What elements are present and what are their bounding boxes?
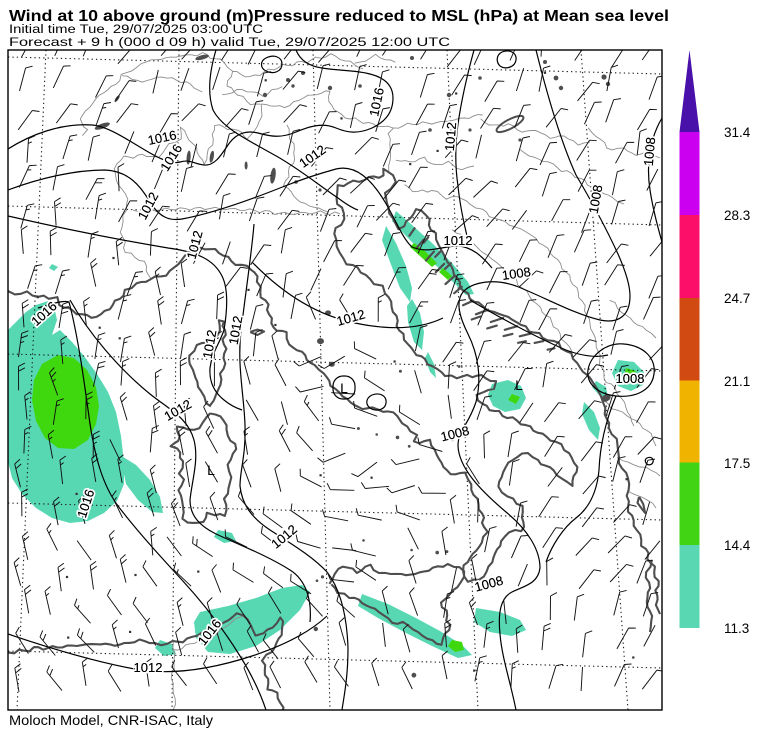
svg-text:11.3: 11.3: [724, 621, 749, 636]
svg-text:1012: 1012: [134, 660, 163, 675]
svg-text:1008: 1008: [641, 137, 658, 167]
svg-text:31.4: 31.4: [724, 125, 751, 140]
svg-text:1012: 1012: [444, 233, 473, 248]
svg-text:1008: 1008: [616, 371, 645, 386]
svg-text:1012: 1012: [442, 122, 459, 152]
svg-text:28.3: 28.3: [724, 208, 750, 223]
svg-text:L: L: [515, 377, 523, 393]
svg-text:1008: 1008: [641, 137, 658, 167]
svg-text:1012: 1012: [200, 329, 220, 360]
svg-text:1008: 1008: [439, 423, 471, 445]
svg-text:1008: 1008: [586, 184, 606, 215]
svg-text:1008: 1008: [473, 573, 505, 595]
svg-text:1008: 1008: [616, 371, 645, 386]
svg-text:L: L: [340, 380, 348, 396]
svg-text:1012: 1012: [200, 329, 220, 360]
svg-text:1012: 1012: [226, 315, 246, 346]
svg-text:Moloch Model, CNR-ISAC, Italy: Moloch Model, CNR-ISAC, Italy: [9, 712, 213, 728]
svg-text:1008: 1008: [501, 264, 532, 283]
svg-text:1012: 1012: [442, 122, 459, 152]
svg-text:1012: 1012: [184, 229, 206, 261]
svg-text:24.7: 24.7: [724, 291, 750, 306]
svg-text:1008: 1008: [586, 184, 606, 215]
svg-text:14.4: 14.4: [724, 538, 751, 553]
svg-text:Wind at 10 above ground (m)Pr: Wind at 10 above ground (m)Pressure redu…: [9, 8, 669, 25]
svg-text:1012: 1012: [134, 660, 163, 675]
svg-text:Forecast + 9 h (000 d 09 h: Forecast + 9 h (000 d 09 h) valid Tue, 2…: [9, 35, 450, 49]
svg-text:1012: 1012: [444, 233, 473, 248]
svg-text:17.5: 17.5: [724, 456, 750, 471]
svg-text:L: L: [207, 462, 215, 478]
svg-text:1012: 1012: [226, 315, 246, 346]
svg-text:1016: 1016: [366, 86, 387, 117]
svg-text:21.1: 21.1: [724, 374, 750, 389]
svg-text:1016: 1016: [146, 127, 177, 148]
svg-text:Initial time Tue, 29/07/2025: Initial time Tue, 29/07/2025 03:00 UTC: [9, 22, 263, 36]
svg-text:1008: 1008: [501, 264, 532, 283]
